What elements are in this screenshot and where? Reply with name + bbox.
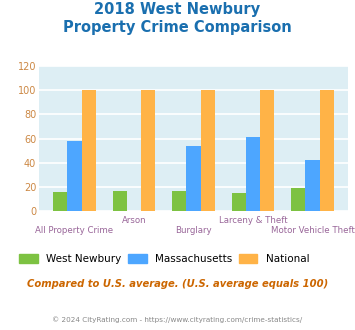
Bar bbox=[231, 193, 246, 211]
Text: All Property Crime: All Property Crime bbox=[36, 226, 114, 235]
Legend: West Newbury, Massachusetts, National: West Newbury, Massachusetts, National bbox=[20, 253, 309, 264]
Bar bbox=[260, 90, 274, 211]
Text: Motor Vehicle Theft: Motor Vehicle Theft bbox=[271, 226, 354, 235]
Bar bbox=[141, 90, 155, 211]
Text: © 2024 CityRating.com - https://www.cityrating.com/crime-statistics/: © 2024 CityRating.com - https://www.city… bbox=[53, 317, 302, 323]
Bar bbox=[246, 137, 260, 211]
Text: Arson: Arson bbox=[122, 216, 146, 225]
Text: 2018 West Newbury: 2018 West Newbury bbox=[94, 2, 261, 16]
Bar bbox=[320, 90, 334, 211]
Bar bbox=[201, 90, 215, 211]
Text: Property Crime Comparison: Property Crime Comparison bbox=[63, 20, 292, 35]
Bar bbox=[186, 146, 201, 211]
Bar bbox=[172, 191, 186, 211]
Bar bbox=[291, 188, 305, 211]
Bar bbox=[82, 90, 96, 211]
Text: Compared to U.S. average. (U.S. average equals 100): Compared to U.S. average. (U.S. average … bbox=[27, 279, 328, 289]
Text: Larceny & Theft: Larceny & Theft bbox=[219, 216, 287, 225]
Bar bbox=[53, 192, 67, 211]
Bar bbox=[305, 160, 320, 211]
Bar bbox=[113, 191, 127, 211]
Bar bbox=[67, 141, 82, 211]
Text: Burglary: Burglary bbox=[175, 226, 212, 235]
